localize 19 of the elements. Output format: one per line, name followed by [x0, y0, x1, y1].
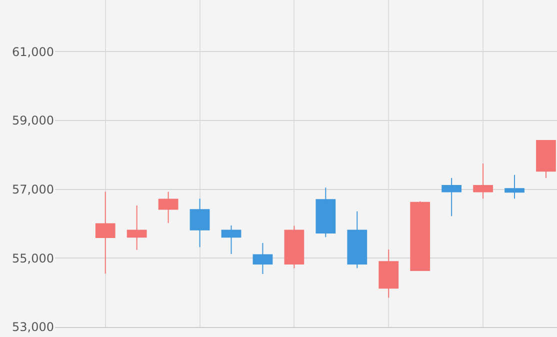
candlestick: [316, 187, 336, 238]
candlestick: [95, 191, 116, 274]
candlestick: [190, 198, 210, 248]
y-tick-label: 61,000: [12, 44, 54, 59]
candlestick: [378, 249, 399, 298]
candlestick: [284, 225, 304, 269]
candlestick: [410, 200, 430, 272]
candlestick: [347, 210, 368, 269]
y-tick-label: 57,000: [12, 182, 54, 197]
candlestick: [442, 177, 462, 217]
candlestick: [473, 163, 493, 200]
candlestick: [126, 204, 147, 250]
y-tick-label: 53,000: [12, 320, 54, 334]
y-tick-label: 55,000: [12, 251, 54, 266]
candlestick: [536, 140, 556, 178]
candlestick: [158, 191, 178, 224]
y-tick-label: 59,000: [12, 114, 54, 128]
candlestick: [504, 174, 524, 200]
candlestick: [252, 242, 273, 274]
